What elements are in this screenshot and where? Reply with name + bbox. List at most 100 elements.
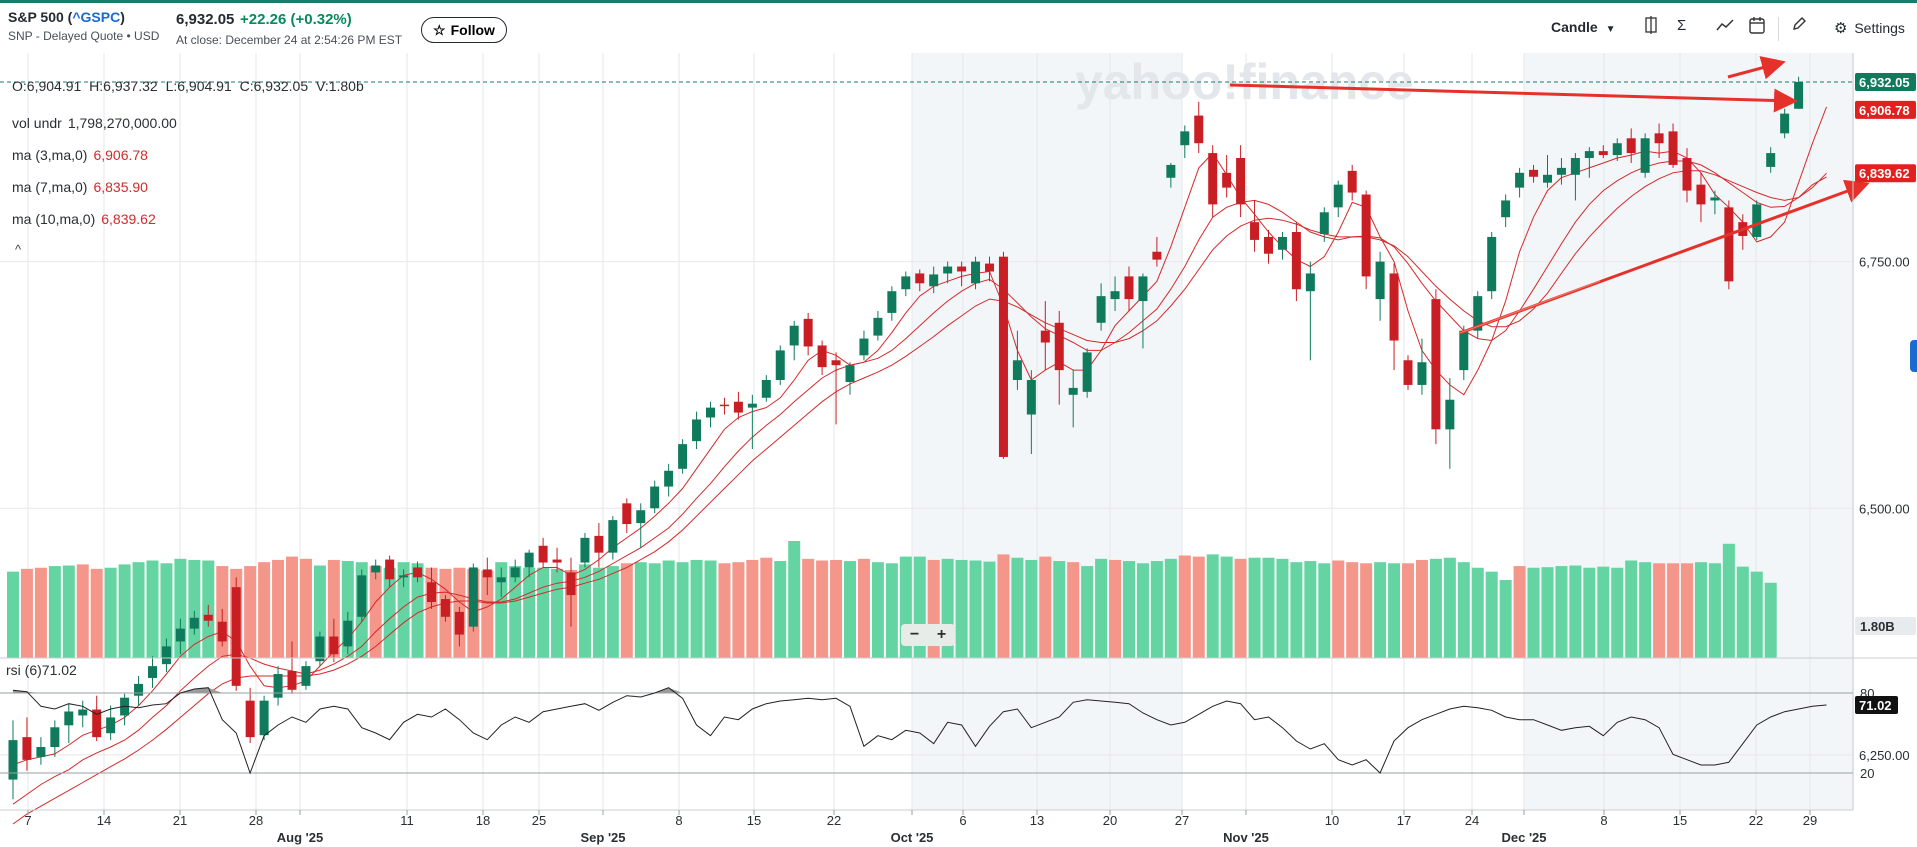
volume-bar bbox=[774, 561, 787, 658]
candle bbox=[1180, 125, 1190, 159]
candle-body bbox=[64, 711, 74, 726]
legend-ma3[interactable]: ma (3,ma,0) 6,906.78 bbox=[12, 147, 148, 163]
candle bbox=[301, 661, 311, 690]
pencil-icon[interactable] bbox=[1791, 16, 1807, 35]
volume-bar bbox=[313, 565, 326, 658]
side-panel-tab[interactable] bbox=[1910, 340, 1917, 372]
x-day-label: 18 bbox=[476, 813, 490, 828]
candle bbox=[1543, 155, 1552, 188]
calendar-icon[interactable] bbox=[1749, 16, 1765, 37]
volume-bar bbox=[1764, 582, 1777, 658]
drawn-arrow-2 bbox=[1727, 56, 1786, 80]
x-day-label: 21 bbox=[173, 813, 187, 828]
top-accent-line bbox=[0, 0, 1917, 3]
compare-icon[interactable] bbox=[1644, 16, 1658, 37]
candle bbox=[1040, 301, 1050, 371]
candle bbox=[538, 537, 548, 568]
volume-bar bbox=[188, 559, 201, 658]
candle bbox=[1584, 147, 1594, 178]
x-day-label: 15 bbox=[747, 813, 761, 828]
candle-body bbox=[245, 700, 255, 738]
candle-body bbox=[594, 535, 604, 553]
volume-bar bbox=[1123, 561, 1135, 658]
volume-bar bbox=[1290, 562, 1303, 658]
legend-volume[interactable]: vol undr 1,798,270,000.00 bbox=[12, 115, 177, 131]
candle bbox=[92, 695, 102, 742]
candle bbox=[1333, 180, 1343, 218]
candle bbox=[371, 559, 381, 580]
collapse-legend-icon[interactable]: ^ bbox=[15, 242, 22, 257]
candle bbox=[1696, 172, 1706, 223]
volume-bar bbox=[1625, 560, 1638, 658]
candle bbox=[706, 401, 715, 428]
candle-body bbox=[636, 510, 646, 524]
volume-bar bbox=[997, 554, 1010, 658]
trend-line-icon[interactable] bbox=[1716, 17, 1734, 36]
zoom-in-button[interactable]: + bbox=[936, 626, 947, 643]
candle bbox=[664, 463, 674, 497]
symbol-link[interactable]: ^GSPC bbox=[72, 9, 121, 25]
candle bbox=[1598, 145, 1608, 159]
volume-bar bbox=[1569, 565, 1582, 658]
ohlc-readout: O:6,904.91 H:6,937.32 L:6,904.91 C:6,932… bbox=[12, 78, 364, 94]
candle-body bbox=[998, 256, 1008, 457]
candle-body bbox=[873, 317, 883, 336]
candle-body bbox=[1710, 197, 1720, 201]
candle bbox=[245, 687, 255, 744]
rsi-value-tag: 71.02 bbox=[1859, 698, 1892, 713]
ohlc-low: L:6,904.91 bbox=[165, 78, 232, 94]
candle-body bbox=[1682, 158, 1692, 191]
x-month-label: Dec '25 bbox=[1501, 830, 1546, 845]
ohlc-open: O:6,904.91 bbox=[12, 78, 82, 94]
candle-body bbox=[719, 404, 729, 407]
candle bbox=[859, 330, 869, 361]
candle bbox=[719, 397, 729, 415]
legend-ma7[interactable]: ma (7,ma,0) 6,835.90 bbox=[12, 179, 148, 195]
indicators-sigma-icon[interactable]: Σ bbox=[1677, 17, 1687, 34]
legend-rsi[interactable]: rsi (6)71.02 bbox=[6, 662, 77, 678]
volume-bar bbox=[1109, 559, 1122, 658]
candle-body bbox=[747, 403, 757, 408]
candle-body bbox=[1375, 261, 1385, 300]
candle bbox=[1780, 108, 1790, 139]
candle-body bbox=[706, 407, 715, 418]
follow-button[interactable]: ☆ Follow bbox=[421, 17, 507, 43]
candle-body bbox=[608, 520, 618, 553]
change-percent: (+0.32%) bbox=[290, 11, 352, 28]
candle-body bbox=[273, 674, 283, 698]
settings-button[interactable]: ⚙ Settings bbox=[1834, 19, 1905, 37]
chart-type-dropdown[interactable]: Candle ▼ bbox=[1551, 19, 1615, 35]
volume-bar bbox=[857, 558, 870, 658]
volume-bar bbox=[1736, 566, 1749, 658]
volume-bar bbox=[1360, 563, 1373, 658]
volume-bar bbox=[1206, 554, 1219, 658]
x-day-label: 27 bbox=[1175, 813, 1189, 828]
candle-body bbox=[1752, 204, 1762, 237]
x-day-label: 7 bbox=[24, 813, 31, 828]
volume-bar bbox=[146, 560, 159, 658]
candle bbox=[580, 532, 590, 568]
candle-body bbox=[622, 503, 632, 525]
volume-bar bbox=[7, 571, 19, 658]
change-value: +22.26 bbox=[240, 11, 287, 28]
volume-bar bbox=[1457, 562, 1470, 658]
volume-bar bbox=[1053, 561, 1066, 658]
quote-header: S&P 500 (^GSPC) SNP - Delayed Quote • US… bbox=[0, 3, 1917, 53]
candle bbox=[413, 561, 423, 583]
candle bbox=[915, 269, 925, 292]
candle-body bbox=[482, 569, 492, 578]
candle-body bbox=[1096, 296, 1106, 323]
x-day-label: 22 bbox=[1749, 813, 1763, 828]
candle-body bbox=[385, 559, 395, 580]
legend-ma10[interactable]: ma (10,ma,0) 6,839.62 bbox=[12, 211, 156, 227]
candle bbox=[273, 666, 283, 706]
candle bbox=[217, 608, 227, 647]
ohlc-close: C:6,932.05 bbox=[239, 78, 309, 94]
candle bbox=[775, 345, 785, 385]
volume-bar bbox=[509, 566, 522, 658]
volume-bar bbox=[1067, 562, 1080, 658]
candle-body bbox=[231, 587, 241, 686]
volume-bar bbox=[704, 560, 717, 658]
price-chart[interactable]: yahoo!finance 6,250.00 6,500.00 6,750.00 6,9… bbox=[0, 53, 1917, 847]
zoom-out-button[interactable]: − bbox=[909, 626, 920, 643]
